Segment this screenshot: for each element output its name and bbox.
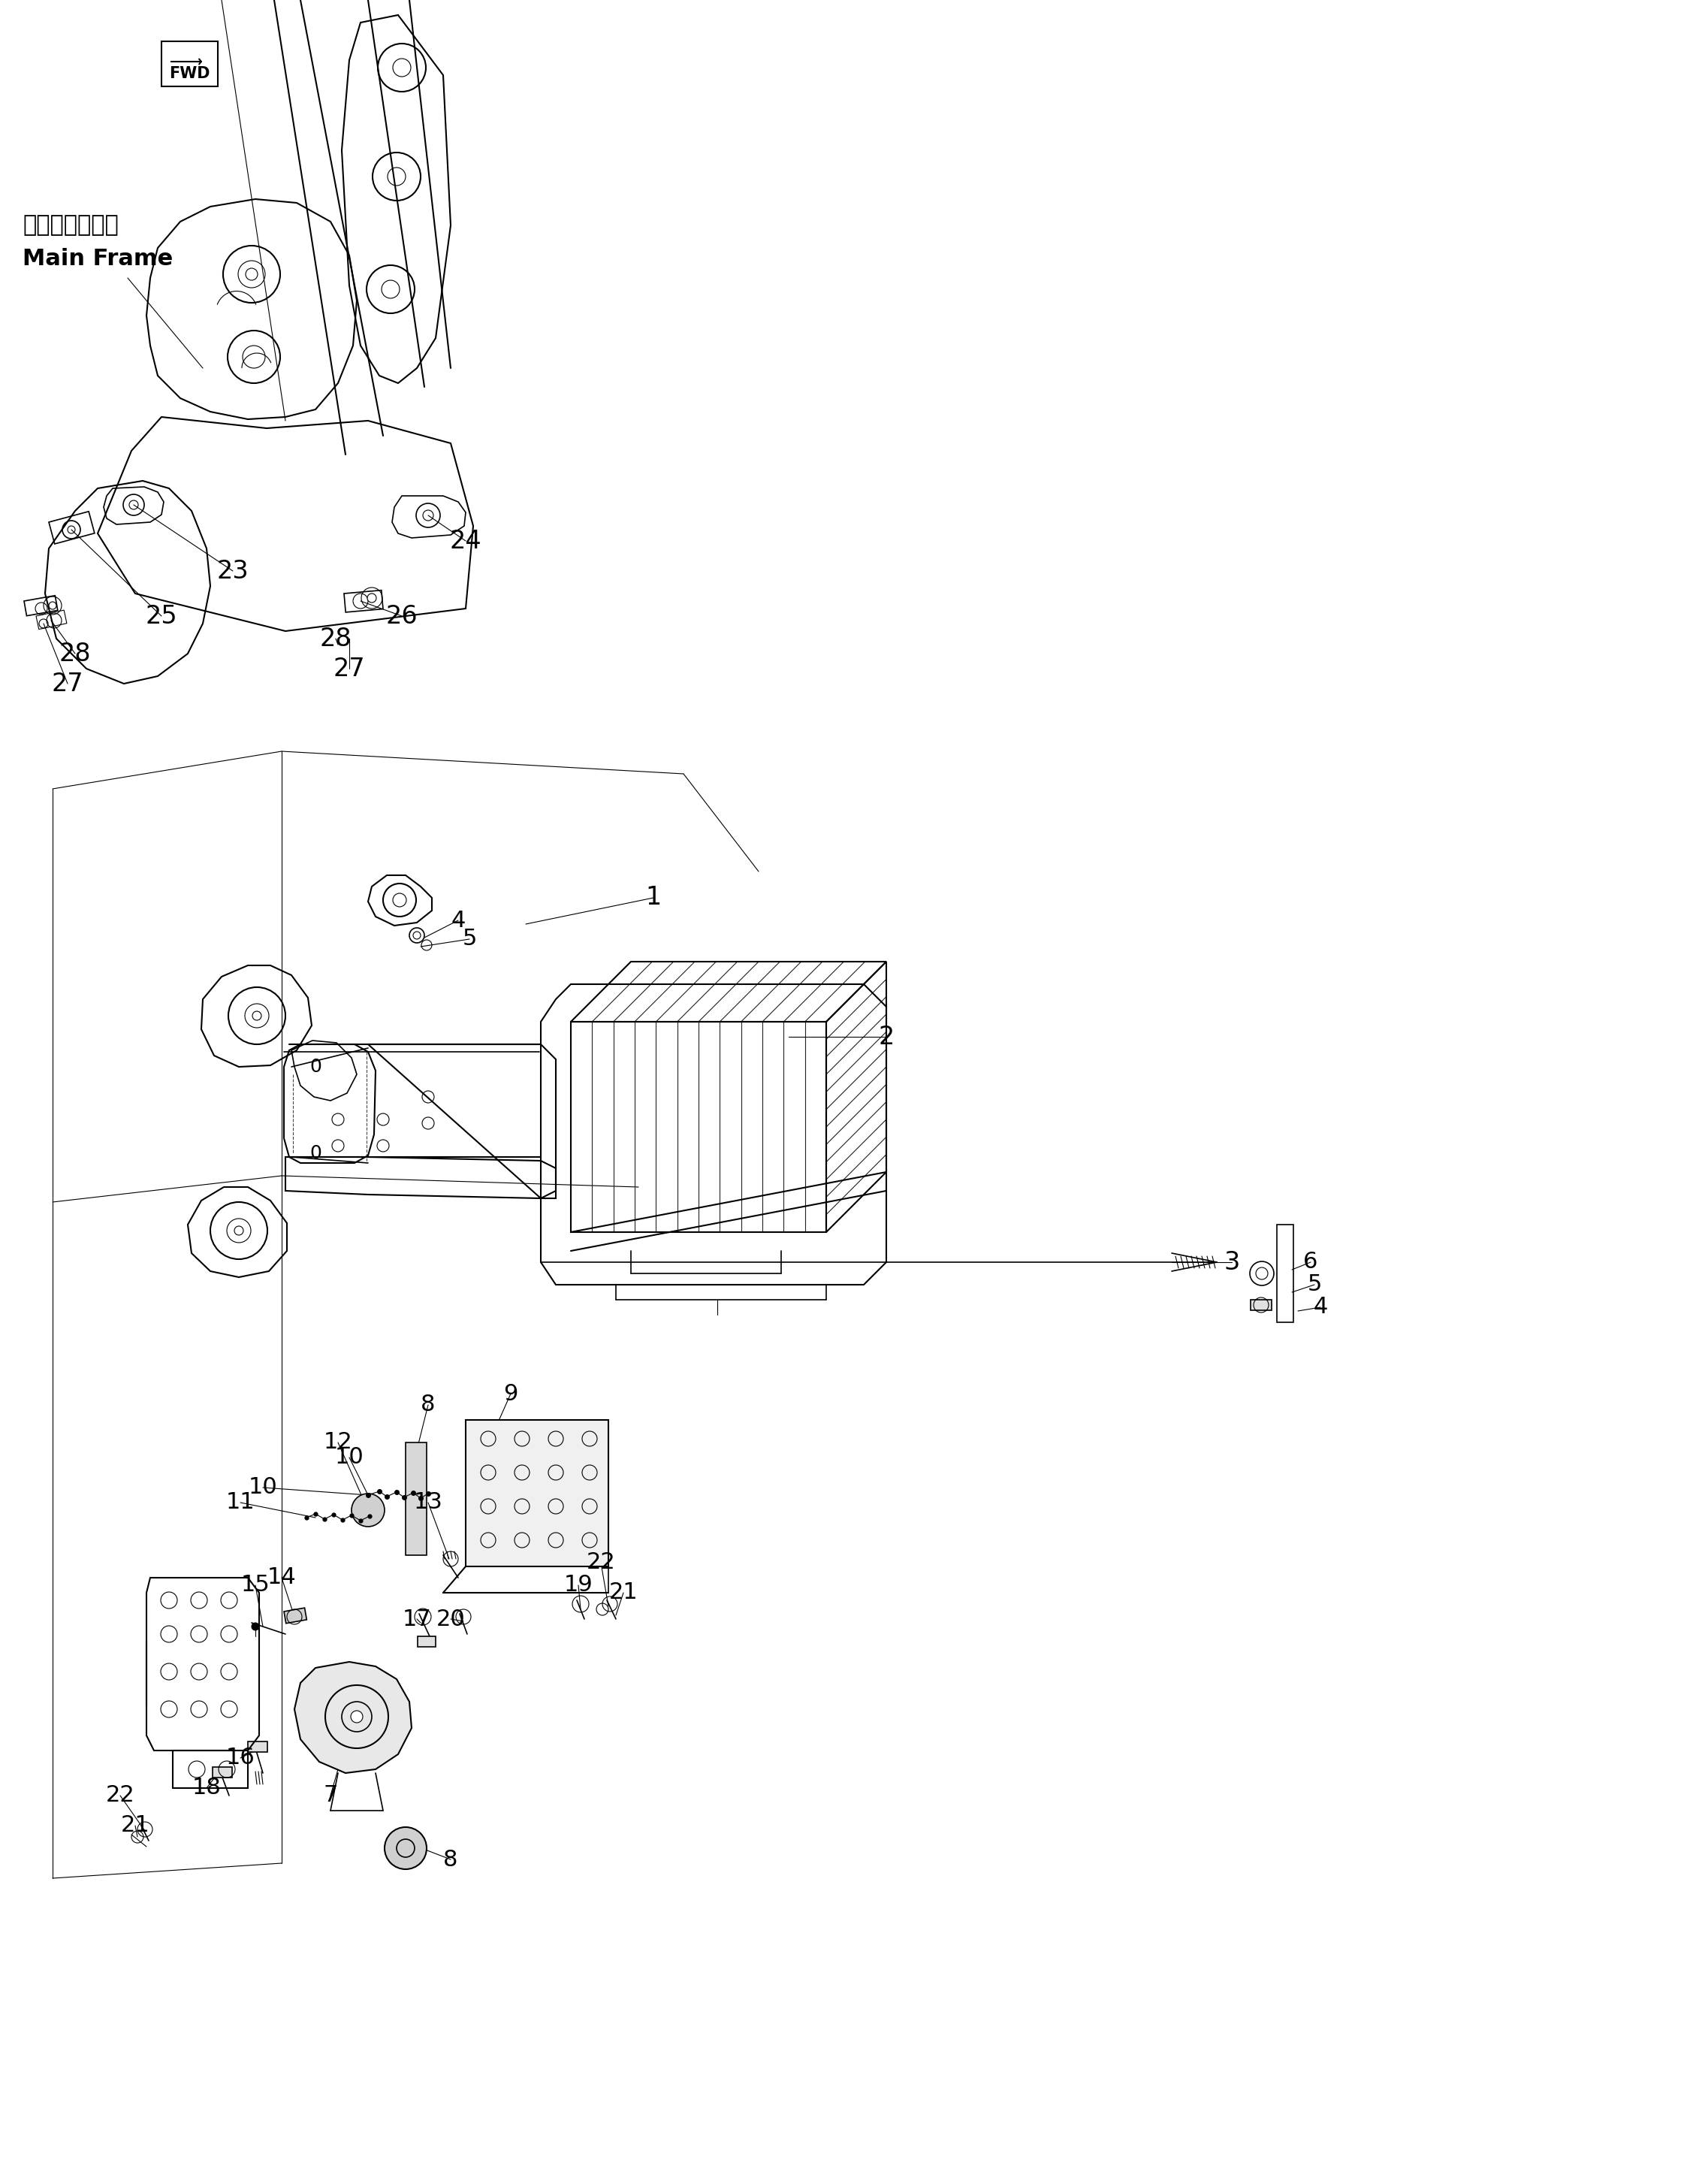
Bar	[36, 609, 66, 629]
Text: 28: 28	[60, 642, 90, 666]
Text: Main Frame: Main Frame	[22, 249, 172, 269]
Text: 28: 28	[321, 627, 351, 651]
Bar	[49, 511, 94, 544]
Circle shape	[246, 269, 257, 280]
Text: 20: 20	[436, 1607, 465, 1629]
Circle shape	[234, 1225, 244, 1236]
Text: 26: 26	[385, 603, 418, 629]
Bar	[571, 1022, 827, 1232]
Circle shape	[252, 1011, 261, 1020]
Text: 0: 0	[310, 1144, 322, 1162]
Circle shape	[351, 1710, 363, 1723]
Text: 25: 25	[145, 603, 177, 629]
Circle shape	[49, 603, 56, 609]
Text: 6: 6	[1303, 1251, 1318, 1273]
Text: 9: 9	[503, 1382, 518, 1404]
Circle shape	[367, 594, 377, 603]
Text: メインフレーム: メインフレーム	[22, 214, 118, 236]
Bar	[406, 1441, 426, 1555]
Text: FWD: FWD	[169, 66, 210, 81]
Text: 5: 5	[462, 928, 477, 950]
Text: 15: 15	[240, 1575, 269, 1597]
Bar	[247, 1741, 268, 1752]
Text: 10: 10	[334, 1446, 363, 1468]
Text: 4: 4	[1313, 1297, 1328, 1319]
Text: 22: 22	[587, 1553, 616, 1575]
Bar	[344, 590, 384, 612]
Text: 24: 24	[450, 529, 483, 553]
Text: 22: 22	[106, 1784, 135, 1806]
Text: 23: 23	[217, 559, 249, 583]
Text: 27: 27	[332, 655, 365, 681]
Text: 13: 13	[414, 1492, 443, 1514]
Polygon shape	[295, 1662, 411, 1773]
Text: 14: 14	[268, 1566, 297, 1588]
Text: 19: 19	[564, 1575, 593, 1597]
Bar	[172, 1752, 247, 1789]
Text: 18: 18	[193, 1778, 222, 1800]
Circle shape	[385, 1828, 426, 1870]
Text: 11: 11	[225, 1492, 256, 1514]
Text: 16: 16	[225, 1747, 256, 1769]
Text: 0: 0	[310, 1057, 322, 1077]
Polygon shape	[465, 1420, 609, 1566]
Text: 7: 7	[324, 1784, 338, 1806]
Bar	[24, 596, 58, 616]
Text: 3: 3	[1224, 1249, 1240, 1275]
Text: 10: 10	[249, 1476, 278, 1498]
Bar	[1277, 1225, 1294, 1321]
Bar	[162, 41, 218, 87]
Text: 8: 8	[443, 1848, 459, 1870]
Text: 2: 2	[878, 1024, 895, 1048]
Circle shape	[351, 1494, 385, 1527]
Text: 8: 8	[421, 1393, 435, 1415]
Text: 21: 21	[121, 1815, 150, 1837]
Text: 5: 5	[1308, 1273, 1321, 1295]
Bar	[285, 1607, 307, 1623]
Text: 4: 4	[450, 909, 465, 930]
Bar	[418, 1636, 436, 1647]
Bar	[213, 1767, 232, 1778]
Text: 27: 27	[51, 670, 84, 697]
Text: 1: 1	[646, 885, 662, 911]
Text: 12: 12	[324, 1431, 353, 1452]
Circle shape	[252, 1623, 259, 1629]
Text: 17: 17	[402, 1607, 431, 1629]
Text: 21: 21	[609, 1581, 638, 1603]
Bar	[1250, 1299, 1272, 1310]
